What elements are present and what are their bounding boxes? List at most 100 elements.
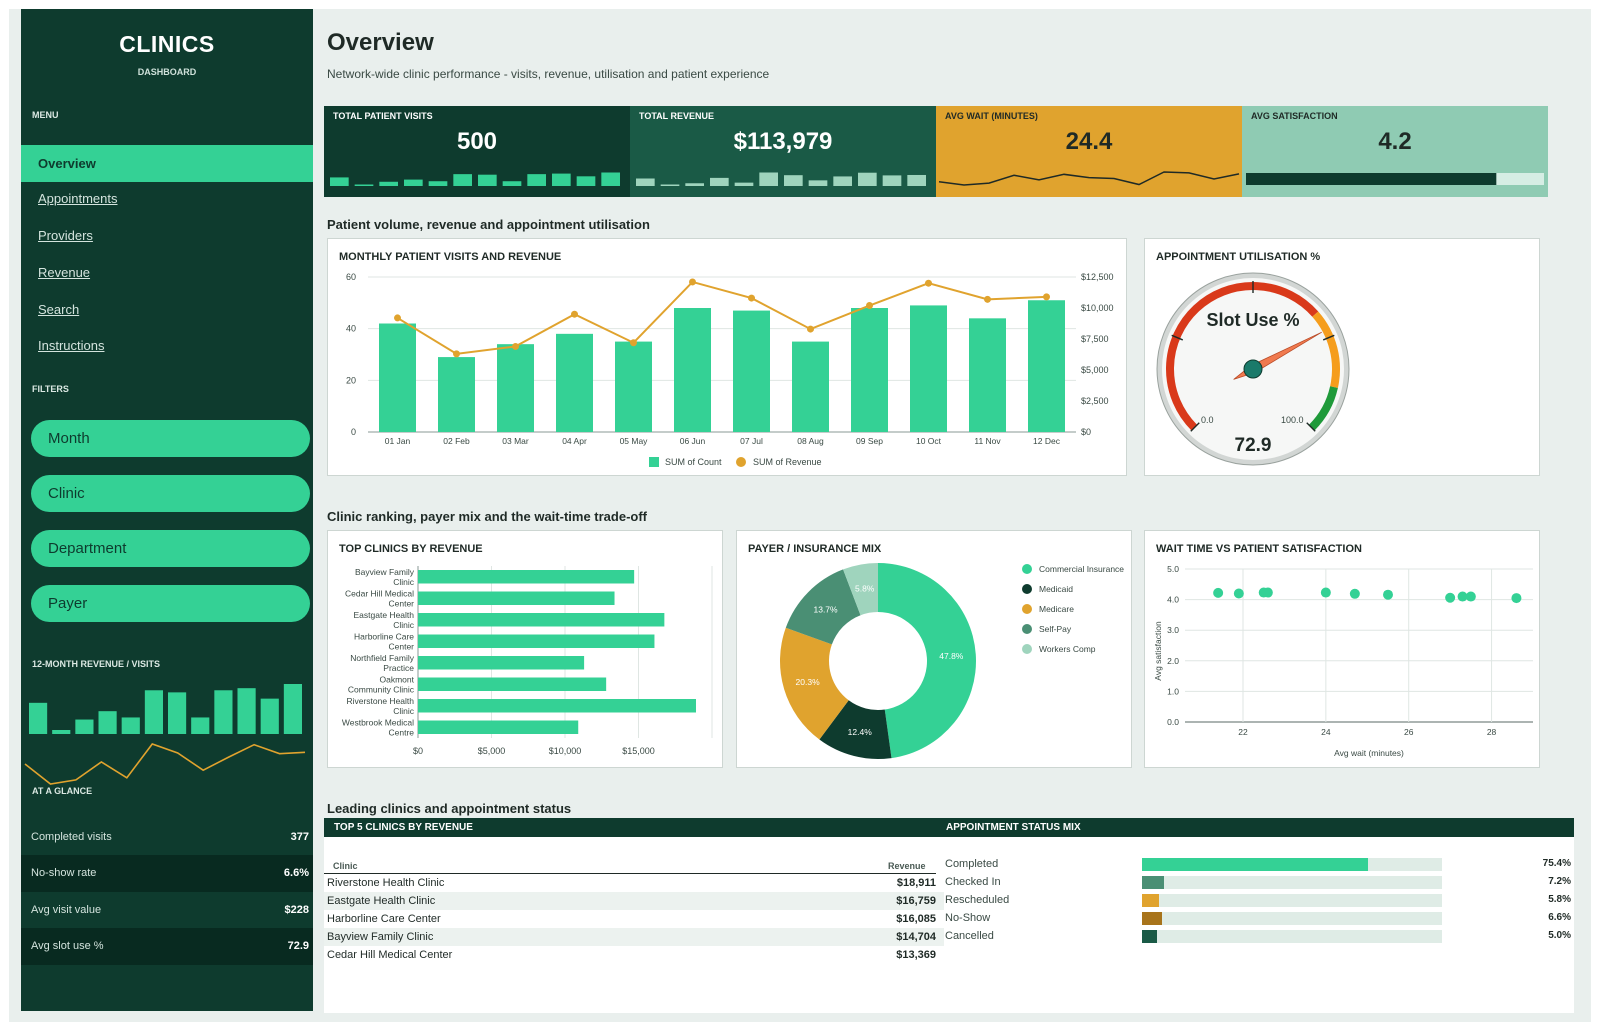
clinic-name: Cedar Hill Medical Center bbox=[327, 949, 453, 961]
nav-revenue[interactable]: Revenue bbox=[38, 265, 91, 280]
y-tick-label: 60 bbox=[346, 272, 356, 282]
spark-bar bbox=[710, 177, 729, 186]
kpi-total-visits: TOTAL PATIENT VISITS 500 bbox=[324, 106, 630, 197]
slice-label: 47.8% bbox=[939, 651, 964, 661]
payer-slice bbox=[819, 700, 892, 759]
nav-appointments[interactable]: Appointments bbox=[38, 191, 118, 206]
nav-overview[interactable]: Overview bbox=[21, 145, 313, 182]
scatter-point bbox=[1349, 588, 1360, 599]
filter-payer[interactable]: Payer bbox=[31, 585, 310, 622]
nav-search[interactable]: Search bbox=[38, 302, 80, 317]
revenue-point bbox=[925, 279, 932, 287]
y-tick-label: Community Clinic bbox=[348, 685, 415, 695]
top-clinics-card: TOP CLINICS BY REVENUE $0 $5,000 $10,000 $1… bbox=[327, 530, 723, 768]
spark-bar bbox=[660, 184, 680, 186]
mini-bar bbox=[237, 688, 256, 734]
y-tick-label: 5.0 bbox=[1167, 564, 1179, 574]
clinic-name: Eastgate Health Clinic bbox=[327, 895, 436, 907]
utilisation-gauge: Slot Use % 0.0 100.0 72.9 bbox=[1156, 272, 1350, 466]
page-title: Overview bbox=[327, 29, 434, 56]
status-bar-fill bbox=[1142, 894, 1160, 907]
gauge-max-label: 100.0 bbox=[1281, 415, 1304, 425]
x-tick-label: $10,000 bbox=[549, 746, 582, 756]
x-tick-label: $5,000 bbox=[478, 746, 506, 756]
x-tick-label: 06 Jun bbox=[680, 436, 706, 446]
gauge-label: Slot Use % bbox=[1206, 310, 1299, 330]
revenue-line bbox=[396, 280, 1047, 355]
y-tick-label: Practice bbox=[383, 663, 414, 673]
y-tick-label: 0.0 bbox=[1167, 717, 1179, 727]
y2-tick-label: $10,000 bbox=[1081, 303, 1114, 313]
kpi-value: $113,979 bbox=[733, 128, 833, 155]
y2-tick-label: $5,000 bbox=[1081, 365, 1109, 375]
filter-clinic[interactable]: Clinic bbox=[31, 475, 310, 512]
status-bar-fill bbox=[1142, 858, 1369, 871]
gauge-min-label: 0.0 bbox=[1201, 415, 1214, 425]
x-tick-label: 02 Feb bbox=[443, 436, 470, 446]
wait-satisfaction-chart: 0.0 1.0 2.0 3.0 4.0 5.0 22 24 26 28 Avg wait (minu… bbox=[1153, 564, 1533, 758]
app-window: CLINICS DASHBOARD MENU Overview Appointm… bbox=[9, 9, 1591, 1022]
glance-avg-visit-value: Avg visit value $228 bbox=[21, 892, 313, 929]
visits-bar bbox=[497, 344, 534, 432]
mini-bar bbox=[144, 690, 163, 734]
mini-bar bbox=[283, 684, 302, 734]
x-tick-label: 08 Aug bbox=[797, 436, 824, 446]
clinic-revenue-bar bbox=[418, 677, 607, 691]
y-tick-label: Clinic bbox=[393, 577, 415, 587]
table-row: Eastgate Health Clinic $16,759 bbox=[324, 892, 944, 910]
nav-providers[interactable]: Providers bbox=[38, 228, 93, 243]
legend-label: SUM of Revenue bbox=[753, 457, 822, 467]
spark-bar bbox=[808, 180, 828, 186]
payer-slice bbox=[878, 563, 976, 759]
revenue-point bbox=[394, 314, 401, 322]
status-bar-fill bbox=[1142, 912, 1162, 925]
kpi-sparkline bbox=[636, 172, 926, 186]
legend-label: Self-Pay bbox=[1039, 624, 1072, 634]
chart-title: APPOINTMENT UTILISATION % bbox=[1156, 251, 1321, 263]
x-tick-label: $0 bbox=[413, 746, 423, 756]
spark-bar bbox=[552, 173, 571, 186]
filter-department[interactable]: Department bbox=[31, 530, 310, 567]
payer-mix-chart: 47.8% 12.4% 20.3% 13.7% 5.8% Commercial Insur… bbox=[780, 563, 1124, 759]
y-tick-label: Riverstone Health bbox=[346, 696, 414, 706]
section-heading: Leading clinics and appointment status bbox=[327, 801, 572, 816]
revenue-point bbox=[1043, 293, 1050, 301]
spark-bar bbox=[404, 179, 423, 186]
filter-month[interactable]: Month bbox=[31, 420, 310, 457]
clinic-revenue-bar bbox=[418, 591, 615, 605]
status-pct: 6.6% bbox=[1548, 912, 1571, 923]
visits-bar bbox=[556, 333, 593, 432]
status-bar-fill bbox=[1142, 876, 1164, 889]
x-tick-label: 03 Mar bbox=[502, 436, 529, 446]
col-clinic-header: Clinic bbox=[333, 861, 358, 871]
status-label: Rescheduled bbox=[945, 894, 1010, 906]
x-tick-label: 26 bbox=[1404, 727, 1414, 737]
nav-instructions[interactable]: Instructions bbox=[38, 338, 105, 353]
y-tick-label: Clinic bbox=[393, 706, 415, 716]
kpi-sparkline bbox=[330, 172, 620, 186]
utilisation-card: APPOINTMENT UTILISATION % Slot Use % 0.0 1… bbox=[1144, 238, 1540, 476]
glance-avg-slot-use: Avg slot use % 72.9 bbox=[21, 928, 313, 965]
scatter-point bbox=[1457, 591, 1468, 602]
legend-swatch bbox=[1022, 604, 1032, 614]
y-tick-label: 4.0 bbox=[1167, 595, 1179, 605]
glance-value: 72.9 bbox=[287, 940, 309, 952]
status-bar bbox=[1142, 912, 1442, 925]
spark-bar bbox=[478, 174, 497, 186]
revenue-point bbox=[453, 350, 460, 358]
kpi-label: AVG WAIT (MINUTES) bbox=[945, 111, 1038, 121]
slice-label: 20.3% bbox=[796, 677, 821, 687]
kpi-total-revenue: TOTAL REVENUE $113,979 bbox=[630, 106, 936, 197]
kpi-avg-wait: AVG WAIT (MINUTES) 24.4 bbox=[936, 106, 1242, 197]
clinic-revenue: $16,759 bbox=[896, 895, 936, 907]
mini-bar bbox=[29, 702, 48, 734]
spark-line bbox=[938, 171, 1240, 186]
y-tick-label: Northfield Family bbox=[350, 653, 415, 663]
legend-swatch-visits bbox=[649, 457, 659, 467]
y-tick-label: 20 bbox=[346, 375, 356, 385]
table-row: Cedar Hill Medical Center $13,369 bbox=[324, 946, 944, 964]
visits-bar bbox=[674, 308, 711, 432]
glance-value: 6.6% bbox=[283, 867, 309, 879]
slice-label: 12.4% bbox=[848, 727, 873, 737]
kpi-sparkline bbox=[938, 171, 1240, 186]
